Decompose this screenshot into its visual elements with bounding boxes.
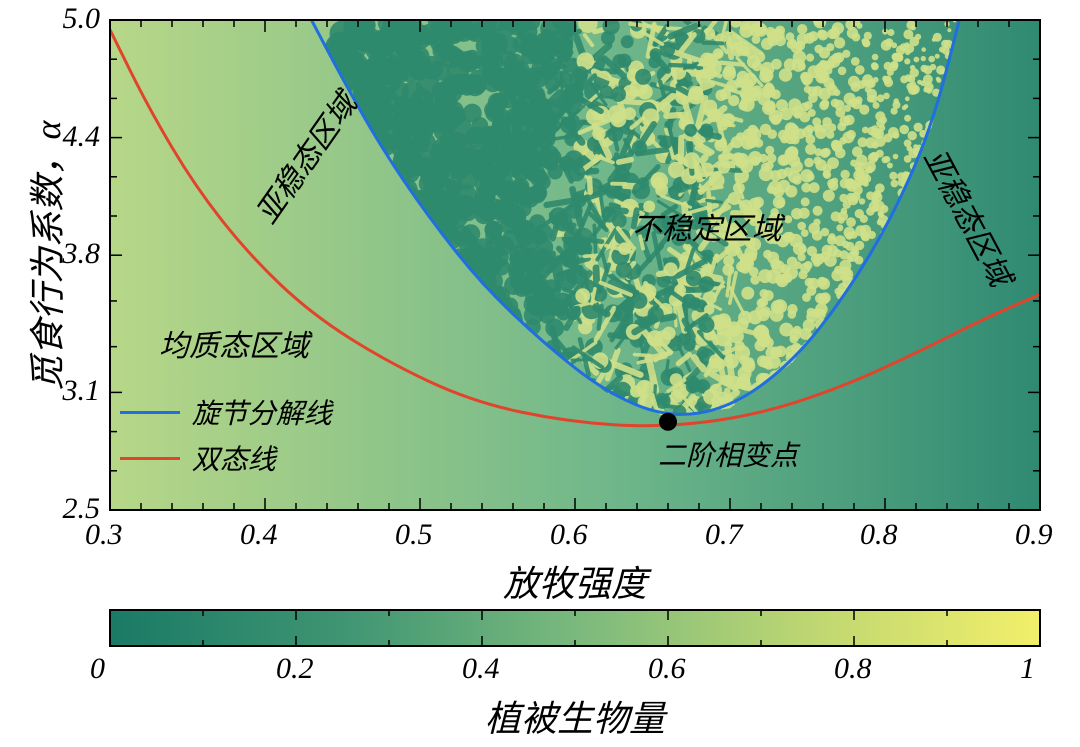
colorbar <box>0 0 1080 747</box>
colorbar-tick-label: 1 <box>1020 652 1035 686</box>
colorbar-tick-label: 0.2 <box>276 652 314 686</box>
figure-container: 觅食行为系数，α 放牧强度 2.53.13.84.45.0 0.30.40.50… <box>0 0 1080 747</box>
colorbar-tick-label: 0.4 <box>462 652 500 686</box>
colorbar-tick-label: 0.6 <box>648 652 686 686</box>
colorbar-label: 植被生物量 <box>110 690 1040 742</box>
colorbar-tick-label: 0 <box>90 652 105 686</box>
colorbar-tick-label: 0.8 <box>834 652 872 686</box>
